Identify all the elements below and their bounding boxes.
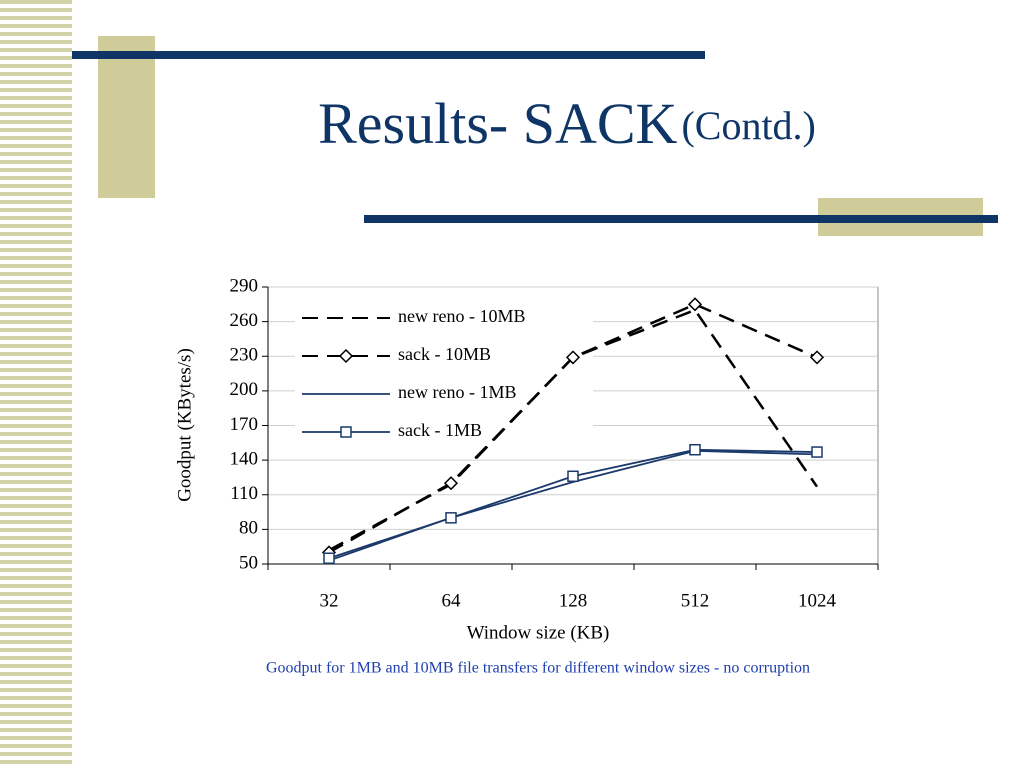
x-tick-label: 1024 [798,590,837,611]
marker [809,350,825,365]
y-axis-label: Goodput (KBytes/s) [174,348,195,502]
marker [567,470,579,483]
marker [687,297,703,312]
marker [445,512,457,524]
x-tick-label: 512 [681,590,710,611]
legend-label: sack - 1MB [398,420,482,440]
marker [340,426,352,438]
y-tick-label: 140 [230,448,259,469]
legend-label: new reno - 1MB [398,382,516,402]
x-tick-label: 32 [320,590,339,611]
marker [811,446,823,458]
stripe-decoration [0,0,72,768]
legend: new reno - 10MB sack - 10MB new reno - 1MB… [295,300,593,450]
y-tick-label: 290 [230,275,259,296]
y-tick-label: 50 [239,552,258,573]
slide-title: Results- SACK (Contd.) [318,91,816,156]
marker [338,348,354,364]
x-axis-label: Window size (KB) [467,622,610,643]
marker [565,350,581,365]
rule-top [72,51,705,59]
y-tick-label: 80 [239,518,258,539]
y-tick-label: 170 [230,414,259,435]
plot [321,297,825,564]
tan-block [98,36,155,198]
marker [689,443,701,456]
y-tick-label: 260 [230,310,259,331]
y-tick-label: 230 [230,345,259,366]
rule-bottom [364,215,998,223]
x-tick-label: 64 [442,590,462,611]
grid: 50 80 110 140 170 200 230 260 290 32 64 128 512 1024 [230,275,879,611]
title-main: Results- SACK [318,91,677,156]
legend-box [295,300,593,450]
y-tick-label: 200 [230,379,259,400]
legend-label: new reno - 10MB [398,306,525,326]
marker [443,476,459,491]
x-tick-label: 128 [559,590,588,611]
legend-label: sack - 10MB [398,344,491,364]
caption: Goodput for 1MB and 10MB file transfers … [266,660,810,677]
title-suffix: (Contd.) [681,103,815,148]
y-tick-label: 110 [230,483,258,504]
marker [323,552,335,564]
